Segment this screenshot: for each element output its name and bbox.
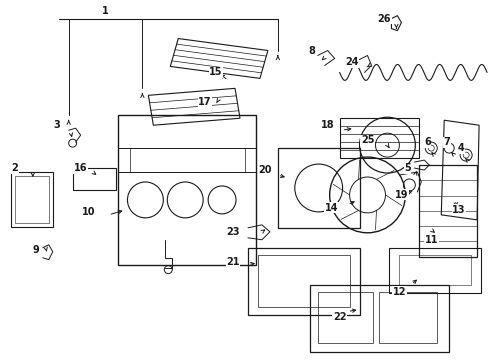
Text: 2: 2 xyxy=(12,163,18,173)
Bar xyxy=(247,248,359,315)
Text: 9: 9 xyxy=(32,245,39,255)
Text: 16: 16 xyxy=(74,163,87,173)
Text: 15: 15 xyxy=(209,67,223,77)
Bar xyxy=(317,292,372,343)
Bar xyxy=(419,165,476,257)
Text: 24: 24 xyxy=(344,58,358,67)
Bar xyxy=(130,148,244,172)
Text: 10: 10 xyxy=(81,207,95,217)
Text: 3: 3 xyxy=(53,120,60,130)
Text: 6: 6 xyxy=(423,137,430,147)
Text: 11: 11 xyxy=(424,235,437,245)
Text: 18: 18 xyxy=(320,120,334,130)
Bar xyxy=(118,115,255,265)
Bar xyxy=(388,248,480,293)
Bar xyxy=(277,148,359,228)
Text: 26: 26 xyxy=(377,14,390,24)
Text: 17: 17 xyxy=(198,97,211,107)
Bar xyxy=(73,168,116,190)
Text: 8: 8 xyxy=(307,45,315,55)
Text: 19: 19 xyxy=(394,190,407,200)
Bar xyxy=(309,285,448,352)
Bar xyxy=(399,255,470,285)
Text: 25: 25 xyxy=(360,135,373,145)
Bar xyxy=(15,176,49,223)
Text: 21: 21 xyxy=(226,257,239,267)
Text: 23: 23 xyxy=(226,227,239,237)
Bar xyxy=(258,255,349,306)
Text: 13: 13 xyxy=(451,205,465,215)
Text: 1: 1 xyxy=(102,6,109,15)
Bar xyxy=(339,118,419,158)
Text: 12: 12 xyxy=(392,287,406,297)
Text: 22: 22 xyxy=(332,312,346,323)
Text: 7: 7 xyxy=(443,137,449,147)
Text: 5: 5 xyxy=(403,163,410,173)
Text: 20: 20 xyxy=(258,165,271,175)
Bar xyxy=(11,172,53,227)
Bar xyxy=(379,292,436,343)
Text: 14: 14 xyxy=(324,203,338,213)
Text: 4: 4 xyxy=(457,143,464,153)
